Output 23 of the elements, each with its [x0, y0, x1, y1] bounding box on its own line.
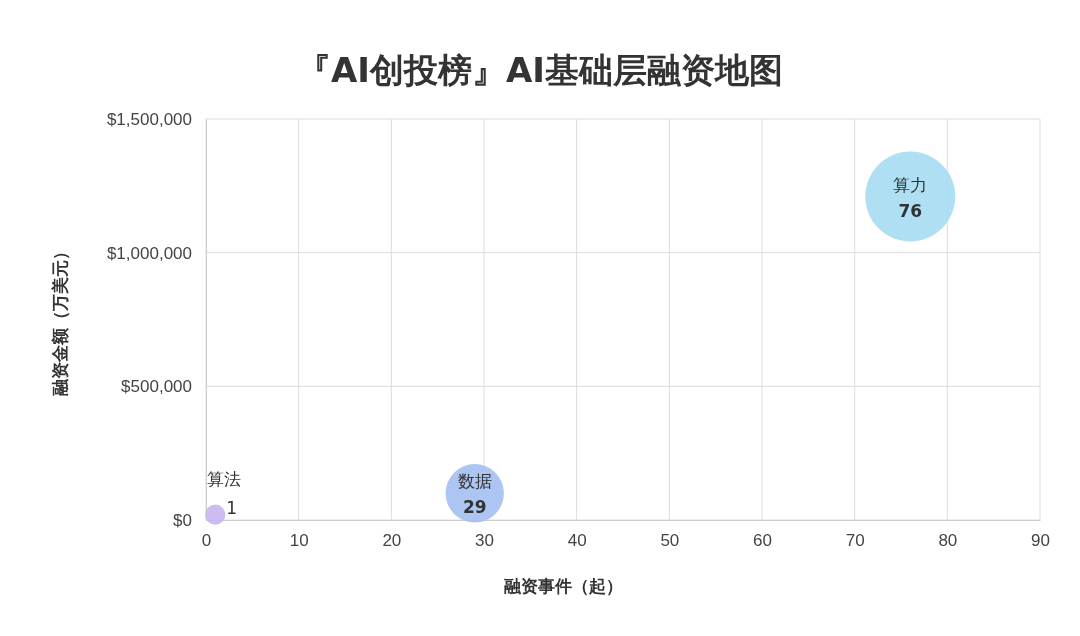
x-tick-label: 50 — [660, 531, 680, 551]
x-tick-label: 40 — [567, 531, 587, 551]
series-label: 算法 — [207, 468, 242, 489]
y-tick-label: $1,000,000 — [106, 243, 192, 263]
series-label: 数据 — [457, 471, 492, 492]
x-tick-label: 0 — [201, 531, 212, 551]
y-tick-label: $0 — [173, 510, 192, 530]
x-tick-label: 20 — [382, 531, 402, 551]
x-tick-label: 70 — [845, 531, 865, 551]
x-tick-label: 60 — [753, 531, 772, 551]
annotation: 76 — [898, 200, 923, 221]
chart-title: 『AI创投榜』AI基础层融资地图 — [297, 50, 783, 90]
y-tick-label: $1,500,000 — [106, 109, 192, 129]
annotation: 29 — [462, 497, 487, 518]
y-axis-title: 融资金额（万美元） — [50, 243, 70, 396]
x-axis-title: 融资事件（起） — [503, 576, 623, 596]
series-label: 算力 — [893, 174, 928, 195]
annotation: 1 — [226, 497, 238, 518]
y-tick-label: $500,000 — [121, 377, 192, 397]
x-tick-label: 80 — [938, 531, 958, 551]
x-tick-label: 90 — [1031, 531, 1050, 551]
x-tick-label: 30 — [475, 531, 494, 551]
x-tick-label: 10 — [289, 531, 309, 551]
